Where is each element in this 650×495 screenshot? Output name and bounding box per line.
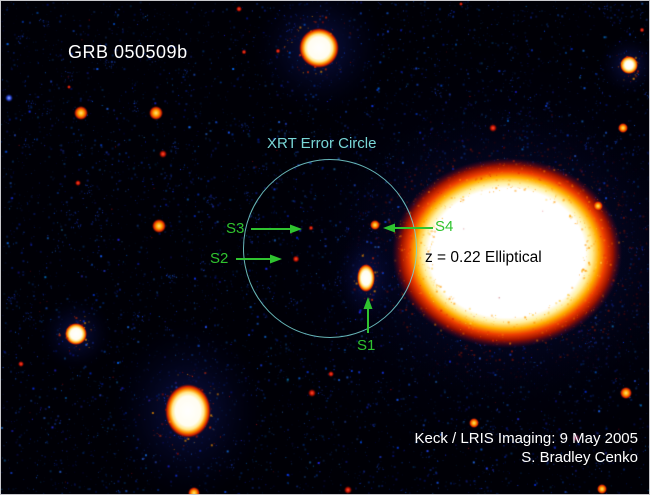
source-label-s1: S1 xyxy=(357,337,376,354)
source-label-s3: S3 xyxy=(226,220,245,237)
source-label-s4: S4 xyxy=(435,218,454,235)
credit-line-instrument: Keck / LRIS Imaging: 9 May 2005 xyxy=(414,430,638,447)
figure-title: GRB 050509b xyxy=(68,42,188,62)
credit-line-author: S. Bradley Cenko xyxy=(521,449,638,466)
xrt-error-circle xyxy=(243,159,417,338)
xrt-error-circle-label: XRT Error Circle xyxy=(267,135,377,152)
image-credits: Keck / LRIS Imaging: 9 May 2005 S. Bradl… xyxy=(415,429,638,467)
galaxy-redshift-label: z = 0.22 Elliptical xyxy=(425,249,542,266)
source-label-s2: S2 xyxy=(210,250,229,267)
